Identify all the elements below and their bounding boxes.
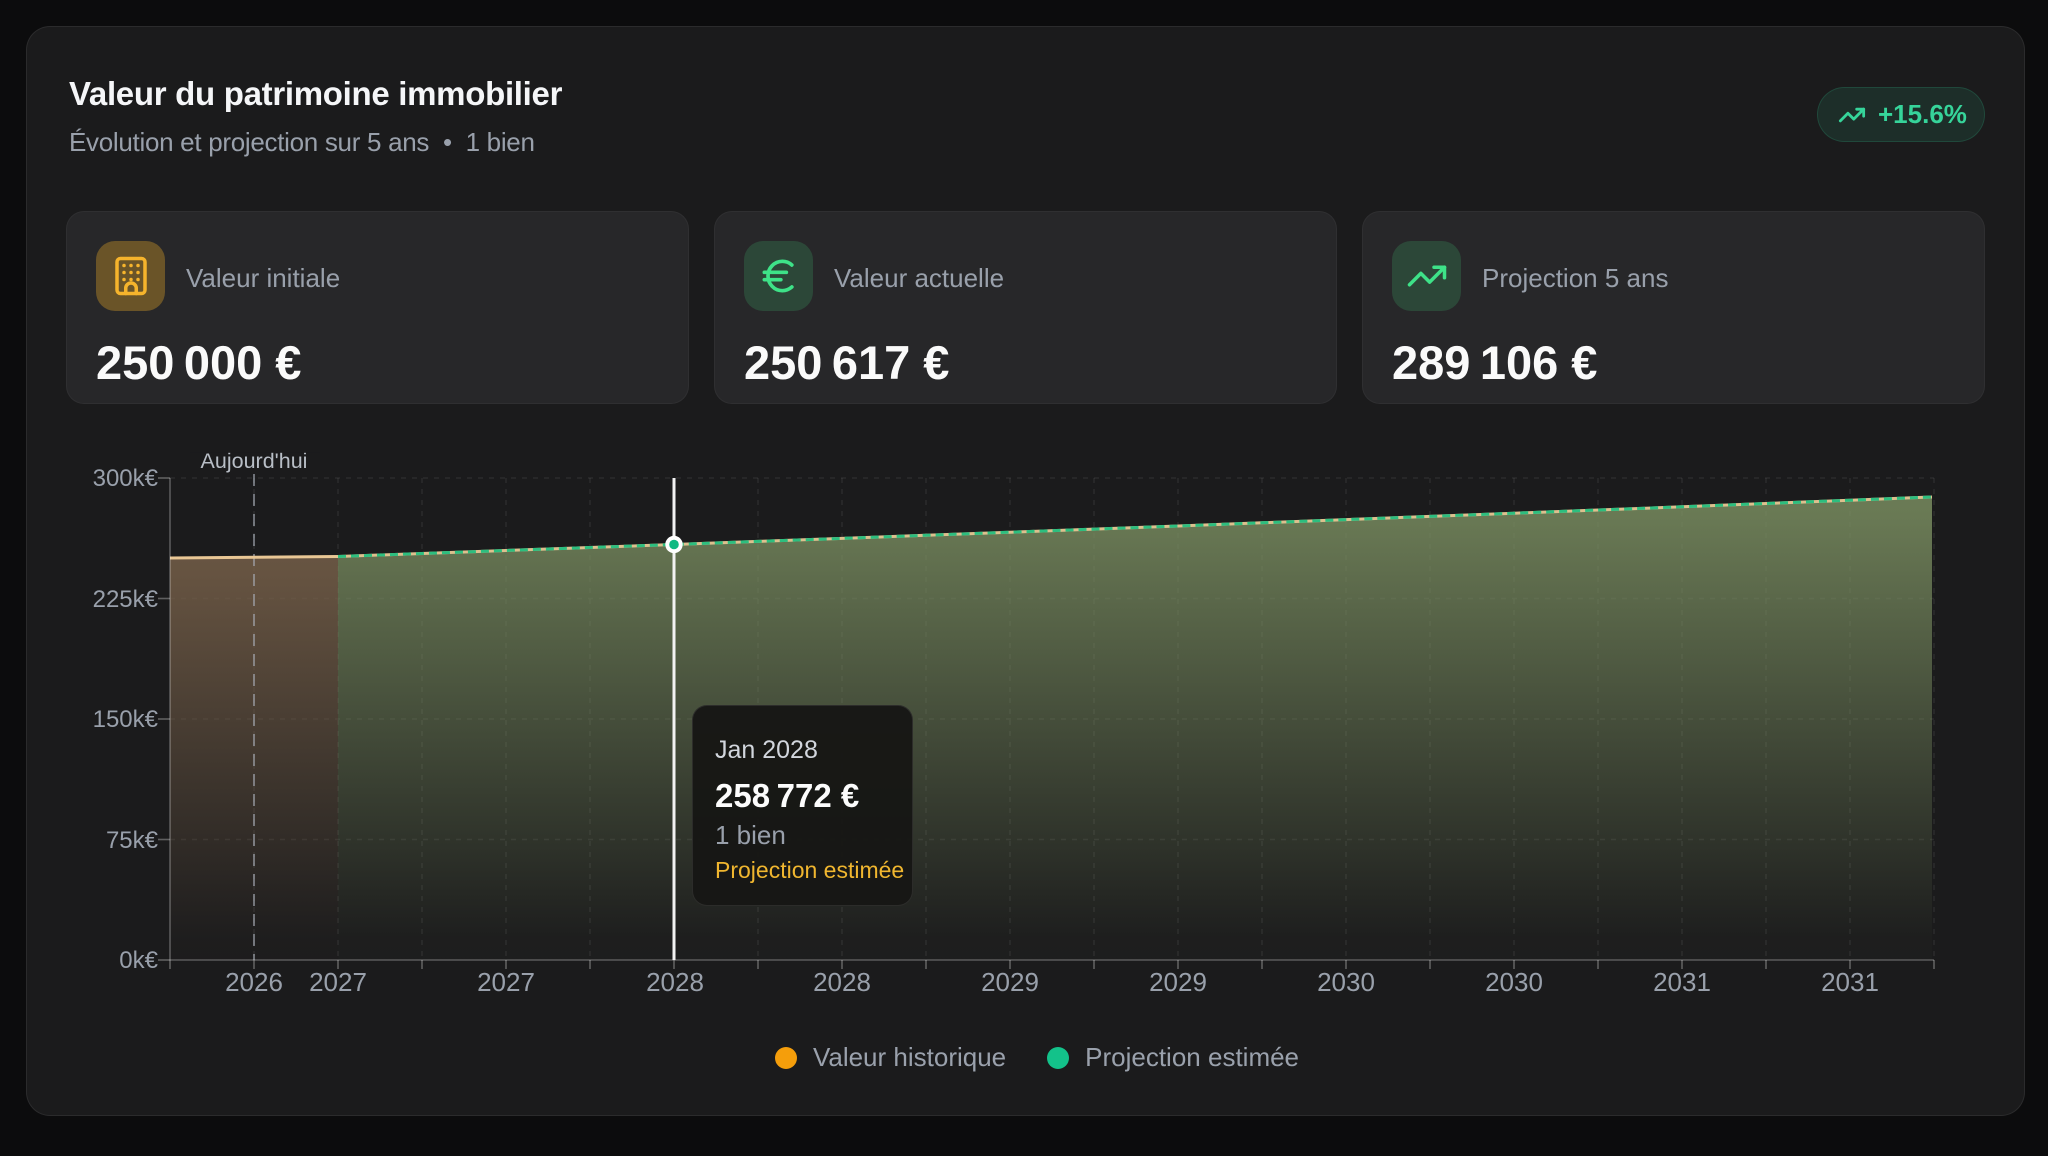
svg-text:2029: 2029 (1149, 967, 1207, 997)
svg-text:225k€: 225k€ (93, 586, 159, 613)
svg-text:Aujourd'hui: Aujourd'hui (201, 449, 308, 473)
svg-text:2031: 2031 (1653, 967, 1711, 997)
svg-text:75k€: 75k€ (106, 827, 159, 854)
svg-text:2029: 2029 (981, 967, 1039, 997)
svg-text:2027: 2027 (477, 967, 535, 997)
svg-text:2030: 2030 (1317, 967, 1375, 997)
svg-text:2031: 2031 (1821, 967, 1879, 997)
svg-text:2028: 2028 (813, 967, 871, 997)
svg-text:0k€: 0k€ (119, 947, 158, 974)
svg-text:300k€: 300k€ (93, 465, 159, 492)
svg-text:2030: 2030 (1485, 967, 1543, 997)
svg-text:2026: 2026 (225, 967, 283, 997)
svg-text:2027: 2027 (309, 967, 367, 997)
svg-text:150k€: 150k€ (93, 706, 159, 733)
svg-text:2028: 2028 (646, 967, 704, 997)
